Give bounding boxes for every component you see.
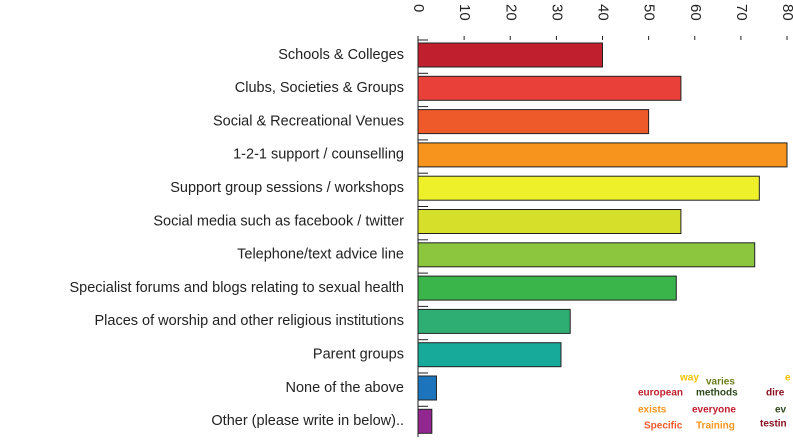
word-cloud-word: everyone [692,405,736,416]
category-label: None of the above [285,380,404,396]
bar [417,142,788,168]
word-cloud-word: ev [775,405,787,416]
category-label: 1-2-1 support / counselling [233,147,404,163]
word-cloud-word: exists [638,405,667,416]
word-cloud-word: dire [766,388,785,399]
x-tick-label: 30 [548,4,565,21]
word-cloud-word: testin [760,419,787,430]
x-tick-label: 40 [595,4,612,21]
word-cloud-word: Specific [644,421,683,432]
x-tick-label: 80 [779,4,793,21]
word-cloud-word: methods [696,388,738,399]
category-label: Social media such as facebook / twitter [153,213,404,229]
category-label: Telephone/text advice line [237,247,404,263]
category-label: Parent groups [313,347,404,363]
bar [417,42,603,68]
category-label: Schools & Colleges [278,47,404,63]
bar [417,375,437,401]
category-label: Specialist forums and blogs relating to … [70,280,405,296]
bar [417,175,760,201]
bar [417,408,433,434]
bar [417,308,571,334]
category-label: Support group sessions / workshops [170,180,404,196]
x-tick-label: 10 [456,4,473,21]
word-cloud-word: e [785,373,791,384]
x-tick-label: 60 [687,4,704,21]
x-tick-label: 70 [733,4,750,21]
word-cloud-word: european [638,388,683,399]
word-cloud-word: varies [706,377,735,388]
category-label: Places of worship and other religious in… [95,313,405,329]
bar [417,75,682,101]
category-label: Social & Recreational Venues [213,113,404,129]
category-label: Other (please write in below).. [211,413,404,429]
word-cloud-word: way [679,373,699,384]
bar [417,275,677,301]
bar [417,209,682,234]
x-tick-label: 0 [410,4,427,12]
x-tick-label: 20 [502,4,519,21]
bar [417,109,650,135]
bar [417,342,562,368]
word-cloud-word: Training [696,421,735,432]
category-label: Clubs, Societies & Groups [235,80,404,96]
x-tick-label: 50 [641,4,658,21]
bar [417,242,756,268]
